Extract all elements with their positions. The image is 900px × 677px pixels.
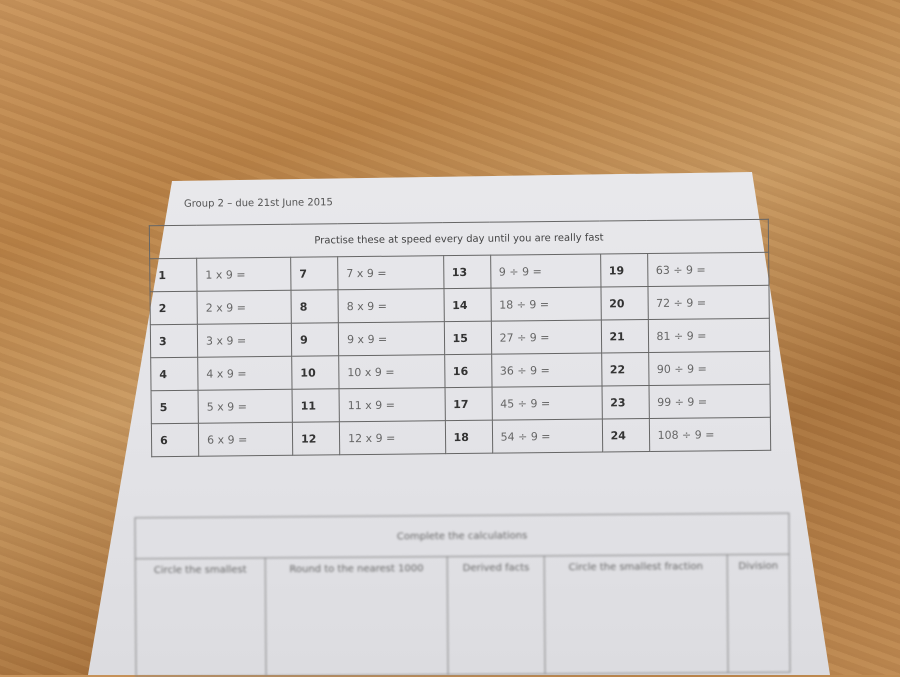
question-number: 24	[601, 418, 650, 453]
calculations-table-title: Complete the calculations	[134, 513, 790, 559]
question-expression: 10 x 9 =	[338, 354, 445, 389]
question-number: 20	[600, 286, 648, 321]
question-number: 4	[150, 357, 199, 391]
calculation-column: Circle the smallest fraction	[544, 554, 728, 674]
question-expression: 1 x 9 =	[196, 257, 292, 292]
question-expression: 5 x 9 =	[198, 389, 293, 424]
question-number: 12	[292, 421, 340, 456]
question-number: 11	[292, 388, 340, 423]
question-number: 18	[444, 420, 493, 454]
question-number: 19	[600, 253, 648, 288]
calculation-column: Round to the nearest 1000	[265, 556, 449, 676]
question-expression: 11 x 9 =	[339, 387, 445, 422]
question-expression: 8 x 9 =	[338, 288, 444, 323]
question-number: 3	[150, 324, 198, 358]
question-number: 6	[151, 423, 199, 457]
column-heading: Circle the smallest	[153, 564, 247, 577]
column-heading: Derived facts	[462, 562, 530, 574]
speed-table: Practise these at speed every day until …	[149, 219, 771, 457]
question-number: 16	[444, 354, 492, 388]
calculation-column: Derived facts	[447, 555, 546, 675]
question-expression: 9 ÷ 9 =	[490, 254, 601, 289]
question-expression: 108 ÷ 9 =	[648, 417, 771, 452]
question-expression: 90 ÷ 9 =	[648, 351, 771, 386]
question-expression: 72 ÷ 9 =	[647, 285, 770, 320]
question-expression: 12 x 9 =	[339, 420, 446, 455]
question-number: 7	[290, 256, 339, 291]
question-expression: 54 ÷ 9 =	[491, 419, 603, 454]
question-expression: 18 ÷ 9 =	[490, 287, 601, 322]
column-heading: Round to the nearest 1000	[289, 563, 424, 576]
question-number: 8	[291, 289, 339, 324]
question-expression: 99 ÷ 9 =	[648, 384, 771, 419]
question-expression: 6 x 9 =	[198, 422, 293, 457]
question-number: 1	[149, 258, 197, 292]
question-expression: 3 x 9 =	[197, 323, 292, 358]
question-expression: 7 x 9 =	[337, 255, 444, 290]
calculation-column: Division	[727, 554, 791, 673]
worksheet-header: Group 2 – due 21st June 2015	[183, 197, 333, 210]
question-number: 9	[291, 322, 339, 357]
question-expression: 2 x 9 =	[196, 290, 292, 325]
question-expression: 45 ÷ 9 =	[491, 386, 602, 421]
calculation-column: Circle the smallest	[135, 557, 266, 677]
question-expression: 9 x 9 =	[338, 321, 445, 356]
question-number: 5	[151, 390, 199, 424]
question-number: 17	[444, 387, 492, 421]
question-expression: 81 ÷ 9 =	[647, 318, 770, 353]
question-number: 14	[443, 288, 491, 322]
question-number: 2	[149, 291, 198, 325]
question-number: 15	[443, 321, 492, 355]
question-expression: 4 x 9 =	[197, 356, 293, 391]
column-heading: Circle the smallest fraction	[568, 561, 703, 574]
question-number: 21	[600, 319, 649, 354]
question-number: 10	[291, 355, 340, 390]
question-number: 23	[601, 385, 649, 420]
column-heading: Division	[738, 560, 779, 573]
question-number: 22	[601, 352, 649, 387]
question-expression: 63 ÷ 9 =	[647, 252, 769, 287]
question-expression: 27 ÷ 9 =	[490, 320, 602, 355]
calculations-table: Complete the calculations Circle the sma…	[134, 513, 791, 677]
question-expression: 36 ÷ 9 =	[491, 353, 602, 388]
question-number: 13	[443, 255, 491, 289]
